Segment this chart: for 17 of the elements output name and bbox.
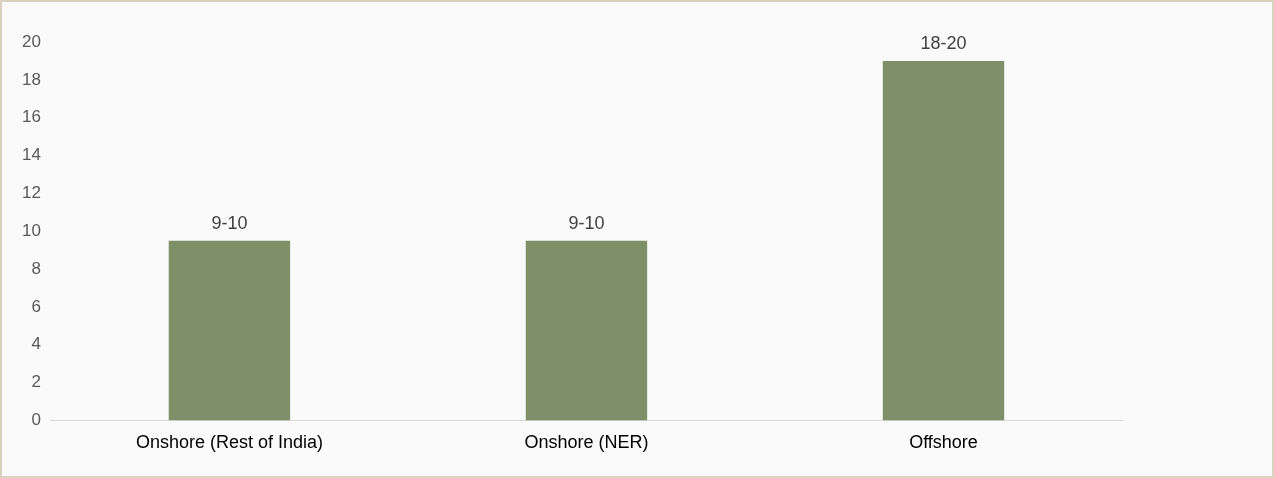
x-tick-label: Offshore — [909, 432, 978, 453]
y-tick-label: 6 — [31, 296, 41, 316]
x-tick-label: Onshore (NER) — [524, 432, 649, 453]
y-tick-label: 0 — [31, 410, 41, 430]
y-tick-label: 12 — [21, 183, 41, 203]
x-tick-label: Onshore (Rest of India) — [135, 432, 323, 453]
y-tick-label: 4 — [31, 334, 41, 354]
y-tick-label: 20 — [21, 31, 41, 51]
y-tick-label: 8 — [31, 258, 41, 278]
y-tick-label: 10 — [21, 220, 41, 240]
y-tick-label: 14 — [21, 145, 41, 165]
data-label: 18-20 — [920, 32, 967, 53]
y-tick-label: 18 — [21, 69, 41, 89]
y-tick-label: 16 — [21, 107, 41, 127]
y-tick-label: 2 — [31, 372, 41, 392]
data-label: 9-10 — [568, 212, 605, 233]
data-label: 9-10 — [211, 212, 248, 233]
